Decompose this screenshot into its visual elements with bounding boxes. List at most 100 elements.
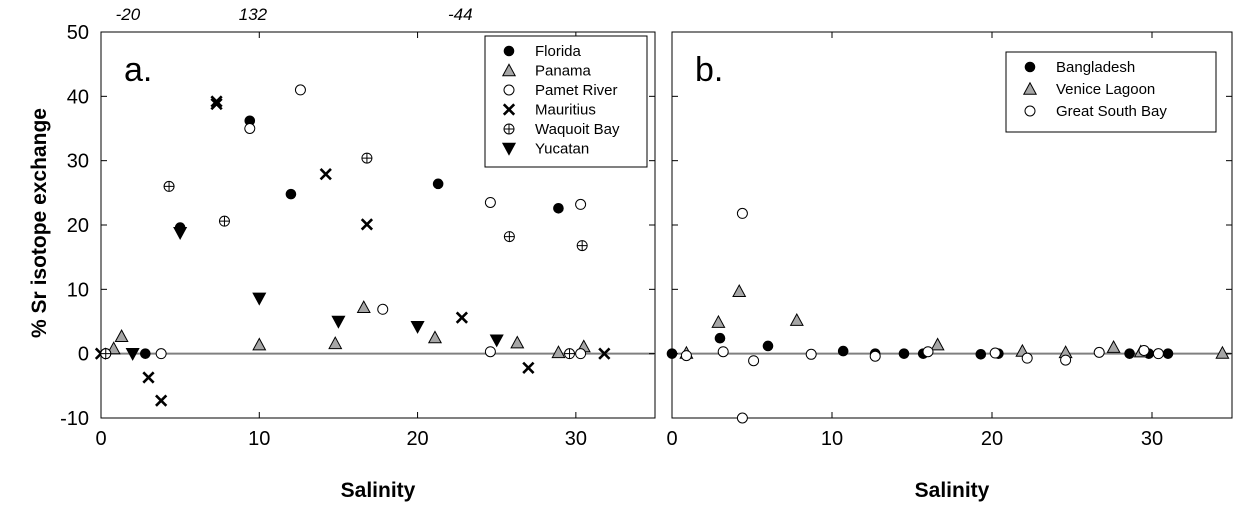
legend-marker [503,84,515,96]
data-point [140,348,151,359]
data-point [155,394,168,407]
data-point [1106,339,1121,353]
legend-marker [501,63,517,77]
y-tick-label: 40 [67,86,89,108]
y-tick-label: 30 [67,151,89,173]
y-tick-label: 20 [67,215,89,237]
legend-label: Waquoit Bay [535,121,620,138]
data-point [510,335,525,349]
data-point [319,168,332,181]
data-point [869,350,881,362]
data-point [1124,348,1135,359]
legend-marker [503,45,515,57]
data-point [711,314,726,328]
data-point [100,348,112,360]
series-panama [106,300,591,359]
data-point [285,188,297,200]
data-point [294,84,306,96]
offscale-value-label: -44 [448,5,473,24]
data-point [748,355,760,367]
x-tick-label: 30 [565,428,587,450]
data-point [789,312,804,326]
data-point [142,371,155,384]
y-tick-label: 10 [67,279,89,301]
data-point [155,348,167,360]
y-axis-title-group: % Sr isotope exchange [28,108,51,338]
data-point [522,361,535,374]
y-tick-label: 0 [78,344,89,366]
data-point [1021,352,1033,364]
data-point [484,196,496,208]
data-point [714,332,726,344]
data-point [762,340,774,352]
data-point [163,180,175,192]
data-point [244,123,256,134]
data-point [1162,348,1174,359]
data-point [575,198,587,210]
legend-marker [503,123,515,135]
data-point [666,348,678,359]
x-tick-label: 20 [981,428,1003,450]
data-point [576,240,588,252]
data-point [717,346,729,358]
y-axis-title: % Sr isotope exchange [28,108,51,338]
y-tick-label: 50 [67,22,89,44]
data-point [989,347,1001,359]
panel-b: 0 10 20 30 Salinity b. Bangladesh Venice Lagoon… [666,31,1233,502]
x-axis-title: Salinity [915,479,990,502]
data-point [331,315,346,329]
data-point [575,348,587,360]
legend-label: Florida [535,43,582,60]
data-point [427,330,443,344]
data-point [218,215,230,227]
data-point [1060,354,1072,366]
data-point [356,300,371,314]
x-tick-label: 30 [1141,428,1163,450]
data-point [898,348,910,359]
legend-label: Pamet River [535,82,618,99]
x-tick-label: 0 [666,428,677,450]
legend-label: Bangladesh [1056,59,1135,76]
x-tick-label: 0 [95,428,106,450]
data-point [564,348,576,360]
panel-label: a. [124,51,152,89]
data-point [252,337,267,351]
data-point [736,207,748,219]
series-great-south-bay [680,207,1164,424]
data-point [503,231,515,243]
data-point [361,152,373,164]
data-point [1152,348,1164,360]
data-point [484,346,496,358]
data-point [736,412,748,424]
data-point [106,341,121,355]
legend-marker [1022,81,1038,95]
legend-box [1005,51,1217,133]
series-yucatan [125,227,504,361]
panel-label: b. [695,51,723,89]
data-point [252,292,267,306]
y-tick-label: -10 [60,408,89,430]
data-point [930,337,945,351]
data-point [377,303,389,315]
x-tick-label: 10 [821,428,843,450]
data-point [410,320,425,334]
series-mauritius [94,95,611,407]
offscale-value-label: -20 [116,5,141,24]
legend-marker [1024,105,1036,117]
data-point [553,202,564,214]
data-point [489,334,504,348]
panel-a: -10 0 10 20 30 40 50 0 10 20 30 Salinity a. -20 132 -44… [60,5,656,502]
x-tick-label: 10 [248,428,270,450]
legend-label: Panama [535,63,592,80]
data-point [805,348,817,360]
data-point [1215,345,1230,359]
data-point [1138,344,1150,356]
legend-label: Yucatan [535,141,589,158]
data-point [125,347,140,361]
legend-marker [1024,61,1036,73]
data-point [837,345,849,357]
data-point [173,227,188,240]
offscale-value-label: 132 [239,5,268,24]
legend-marker [501,142,517,156]
